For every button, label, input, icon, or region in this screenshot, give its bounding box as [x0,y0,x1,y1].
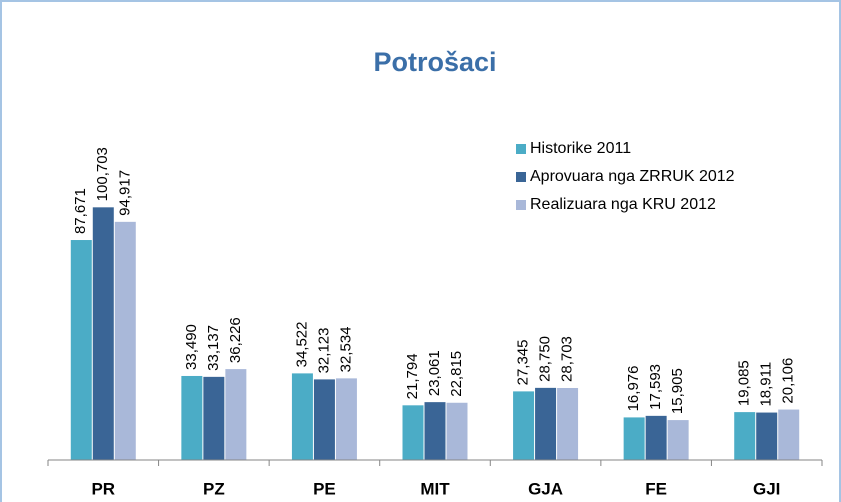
bar [734,412,756,460]
value-label: 33,137 [205,325,222,371]
bar [645,415,667,460]
bar [313,379,335,460]
value-label: 16,976 [625,366,642,412]
legend-label: Historike 2011 [530,140,631,157]
legend-swatch [516,172,526,182]
bar [513,391,535,460]
value-label: 18,911 [758,362,775,407]
bar [446,402,468,460]
value-label: 28,703 [559,336,576,382]
value-label: 34,522 [293,321,310,367]
x-tick-label: PE [313,479,336,498]
value-label: 19,085 [736,360,753,406]
bar [203,376,225,460]
value-label: 21,794 [404,353,421,399]
value-label: 33,490 [183,324,200,370]
value-label: 27,345 [515,339,532,385]
value-label: 36,226 [227,317,244,363]
x-tick-label: GJI [753,479,780,498]
bar [92,207,114,460]
x-tick-label: PZ [203,479,225,498]
value-label: 23,061 [426,350,443,396]
x-tick-label: FE [645,479,667,498]
bar [424,402,446,460]
bar [114,221,136,460]
bar [335,378,357,460]
value-label: 22,815 [448,351,465,397]
bar [181,375,203,460]
bar [291,373,313,460]
value-label: 28,750 [537,336,554,382]
x-tick-label: GJA [528,479,563,498]
value-label: 20,106 [780,358,797,404]
value-label: 15,905 [669,368,686,414]
x-tick-label: MIT [420,479,450,498]
legend-label: Realizuara nga KRU 2012 [530,196,716,213]
bar [667,420,689,460]
value-label: 87,671 [72,188,89,234]
legend-label: Aprovuara nga ZRRUK 2012 [530,168,735,185]
bar [756,412,778,460]
bar [535,387,557,460]
value-label: 94,917 [116,170,133,216]
value-label: 17,593 [647,364,664,410]
bar [225,369,247,460]
chart-title: Potrošaci [373,47,496,77]
value-label: 32,534 [337,326,354,372]
x-tick-label: PR [91,479,115,498]
bar [70,240,92,460]
bar [778,409,800,460]
value-label: 32,123 [315,328,332,374]
bar [402,405,424,460]
bar [623,417,645,460]
bar [557,387,579,460]
legend-swatch [516,144,526,154]
legend-swatch [516,200,526,210]
value-label: 100,703 [94,147,111,201]
